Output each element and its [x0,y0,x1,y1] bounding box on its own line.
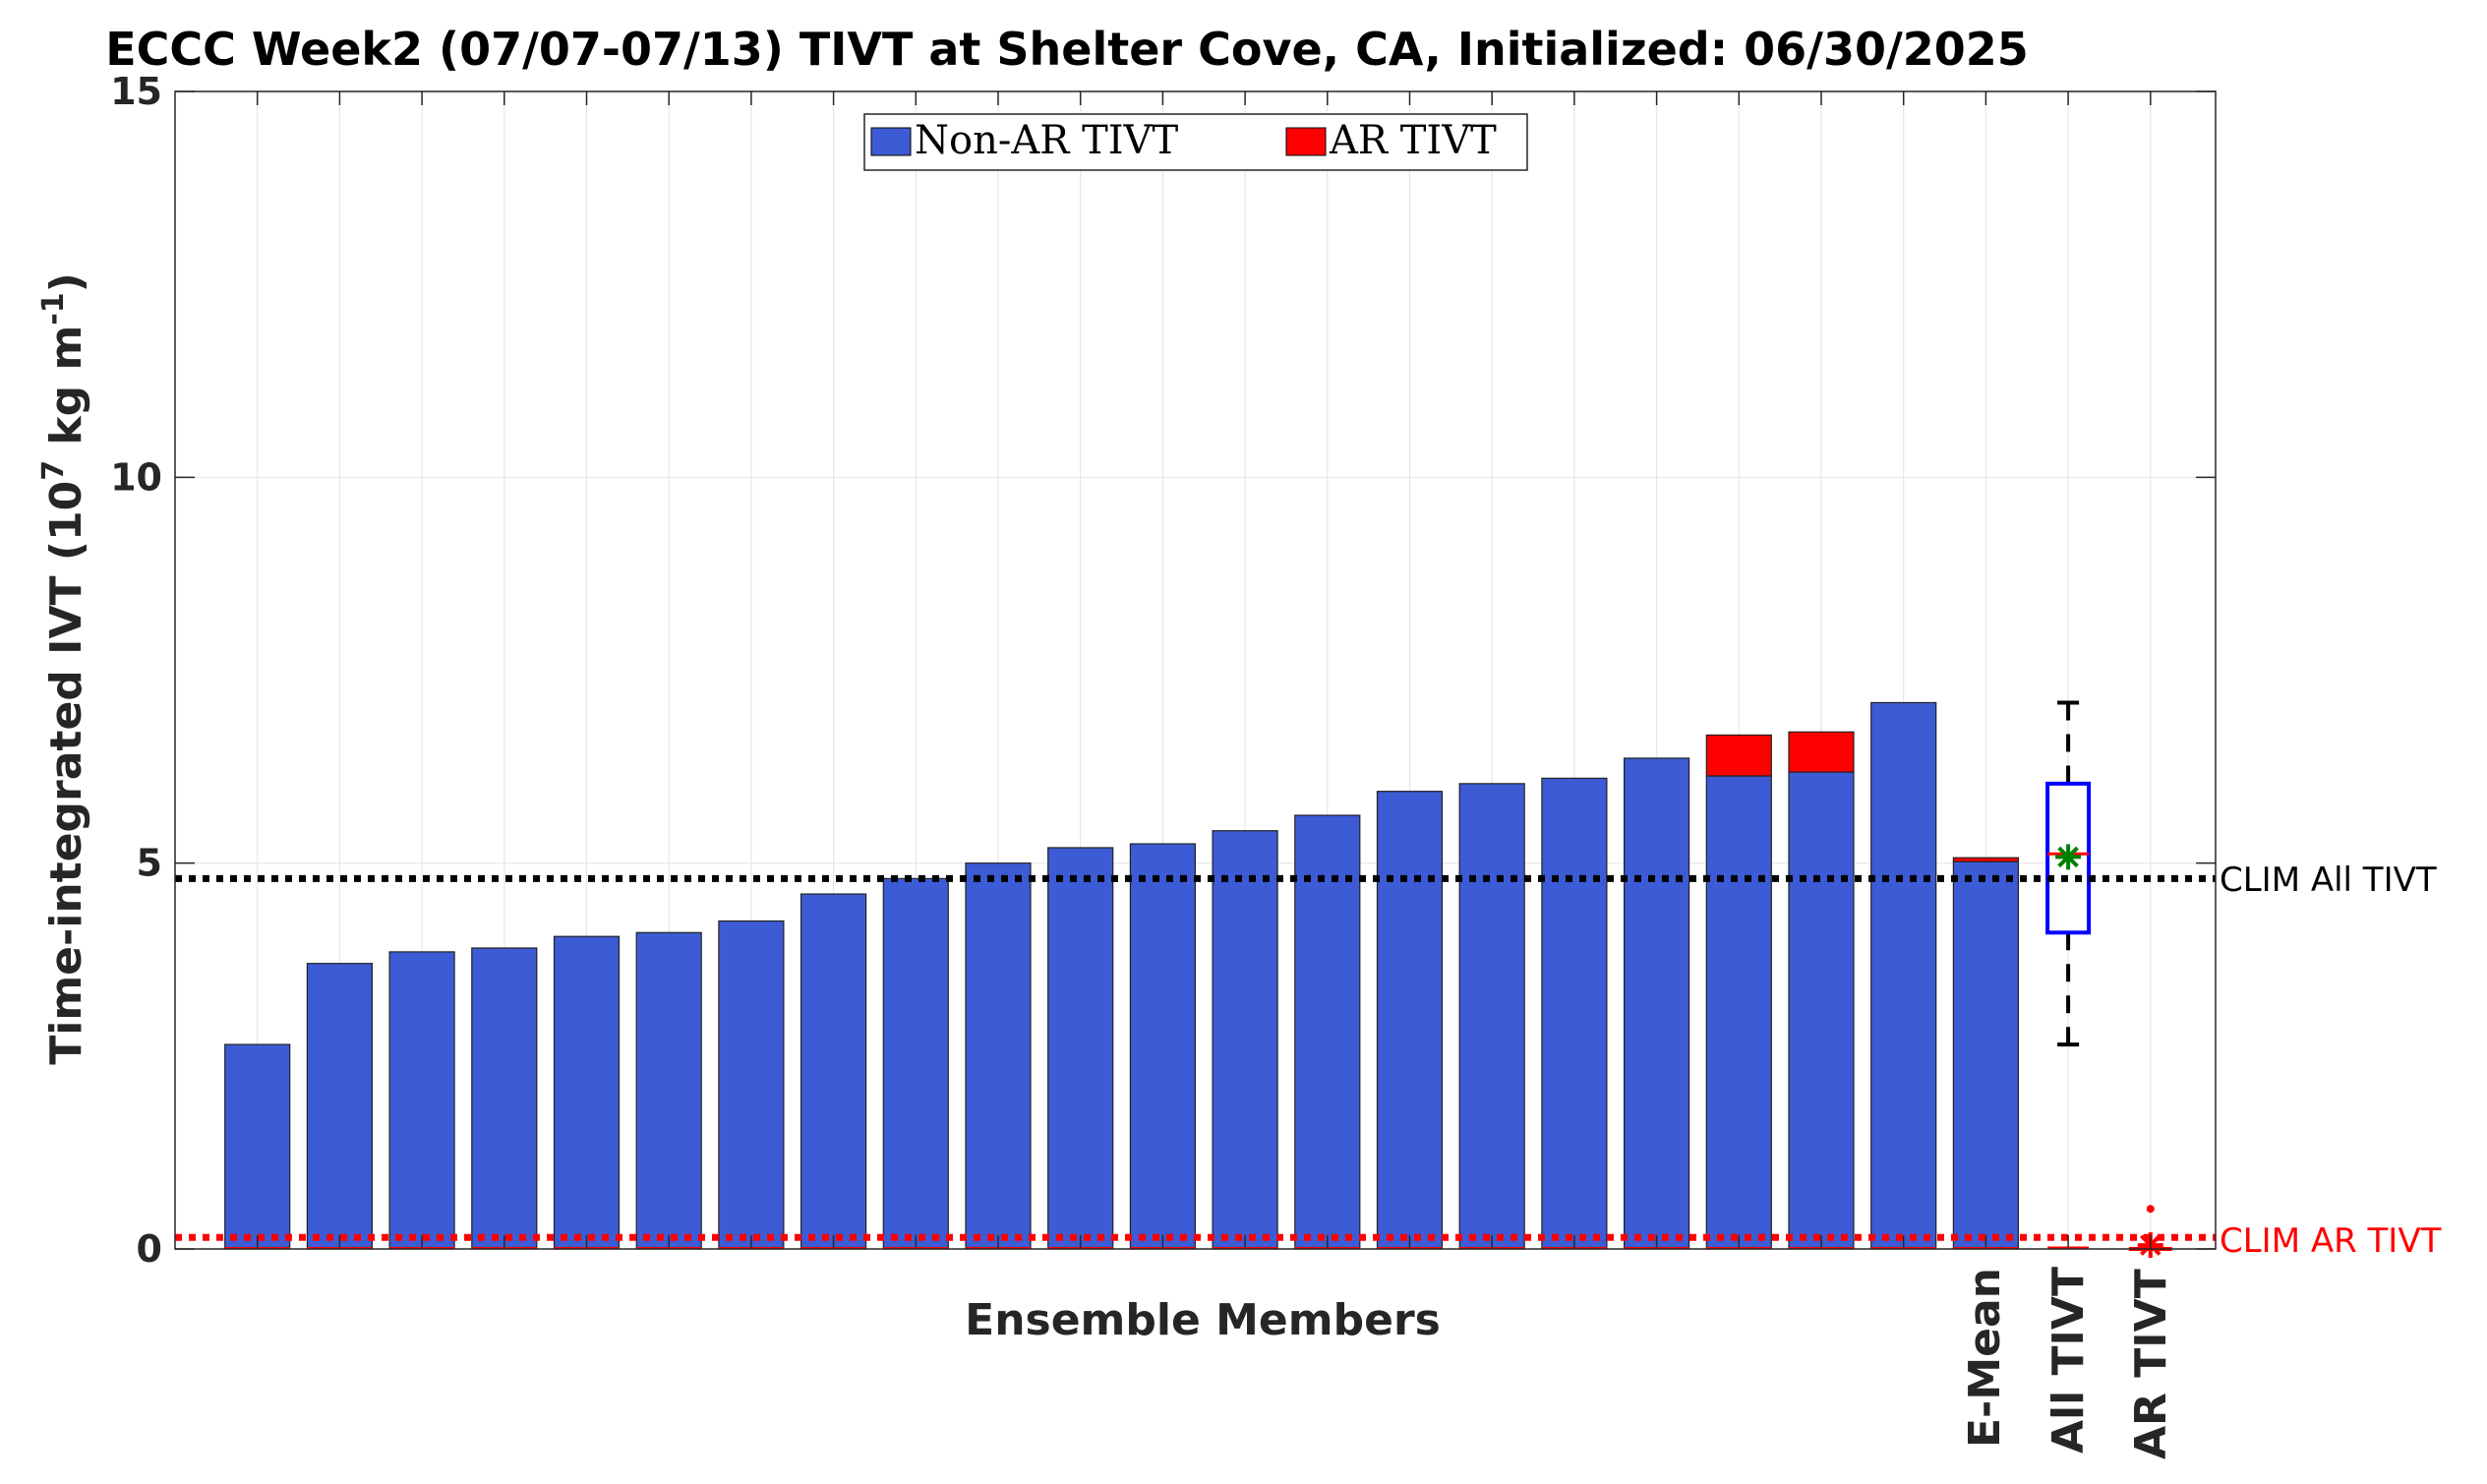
x-label-all-tivt: All TIVT [2043,1267,2094,1454]
x-label-ar-tivt: AR TIVT [2126,1269,2176,1459]
all-tivt-box [2045,781,2092,935]
member-bar [1705,775,1772,1250]
member-bar [1047,847,1114,1250]
member-bar-ar-segment [1788,731,1855,773]
all-tivt-mean-marker-d2 [2057,846,2079,868]
legend-swatch-ar [1285,127,1327,156]
member-bar [1541,777,1608,1250]
y-tick-labels: 0 5 10 15 [110,70,162,1271]
member-bar [1376,791,1444,1250]
climatology-layer [175,874,2216,1241]
member-bar [1788,771,1855,1250]
member-bar [718,920,785,1250]
member-bar [1458,783,1525,1250]
plot-border [174,90,2217,1250]
legend-swatch-non-ar [870,127,912,156]
emean-bar-ar-segment [1952,857,2020,862]
y-tick-label: 5 [137,842,162,885]
axis-ticks [175,90,2216,1250]
clim-all-tivt-label: CLIM All TIVT [2220,861,2437,900]
member-bar [965,862,1032,1250]
member-bar-ar-segment [1705,734,1772,777]
member-bar [224,1043,291,1250]
member-bar [553,935,621,1250]
legend-box [863,113,1528,171]
legend: Non-AR TIVT AR TIVT [863,113,1528,171]
member-bar [1294,814,1361,1250]
y-axis-label-end: ) [41,272,91,292]
y-axis-label-main: Time-integrated IVT (10 [41,481,91,1065]
member-bar [471,947,538,1250]
member-bar [1129,843,1197,1250]
legend-label-non-ar: Non-AR TIVT [915,118,1178,163]
plot-area [174,90,2217,1259]
member-bar [635,931,702,1250]
y-axis-label-exponent: 7 [36,460,71,481]
emean-bar [1952,861,2020,1250]
member-bar [1870,701,1937,1250]
bars-layer [224,701,2020,1250]
chart-title: ECCC Week2 (07/07-07/13) TIVT at Shelter… [105,23,2029,76]
y-tick-label: 10 [110,455,162,499]
x-label-emean: E-Mean [1960,1268,2010,1448]
member-bar [1212,830,1278,1250]
legend-label-ar: AR TIVT [1329,118,1497,163]
member-bar [799,893,867,1250]
y-tick-label: 0 [137,1227,162,1271]
member-bar [306,963,373,1250]
ar-tivt-outlier [2146,1205,2155,1214]
y-axis-label-units: kg m [41,326,91,460]
x-axis-label: Ensemble Members [965,1295,1441,1345]
y-tick-label: 15 [110,70,162,113]
y-axis-label-exponent-2: -1 [36,292,71,325]
clim-ar-tivt-label: CLIM AR TIVT [2220,1221,2442,1261]
member-bar [882,877,949,1250]
member-bar [1623,757,1690,1250]
member-bar [388,951,455,1250]
y-axis-label: Time-integrated IVT (107 kg m-1) [36,272,91,1065]
